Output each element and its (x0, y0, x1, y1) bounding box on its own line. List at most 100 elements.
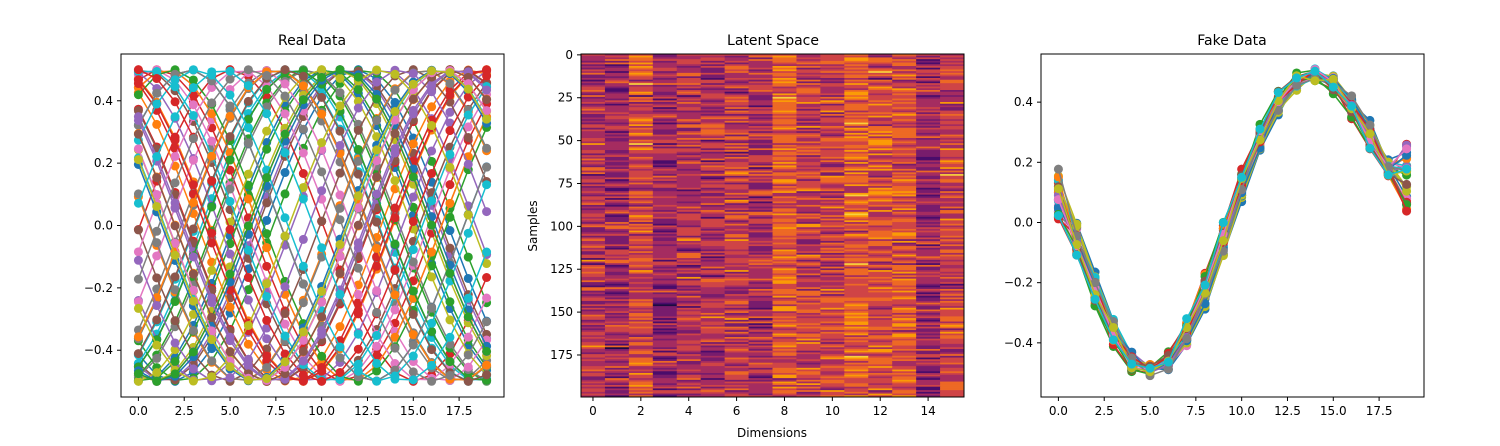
latent-cell (748, 319, 773, 323)
latent-cell (868, 67, 893, 70)
latent-cell (844, 390, 869, 393)
latent-cell (724, 360, 750, 364)
latent-cell (628, 359, 654, 362)
latent-cell (748, 343, 773, 347)
latent-cell (652, 194, 678, 197)
real-data-point (152, 152, 162, 162)
real-data-point (170, 238, 180, 248)
latent-cell (820, 184, 845, 187)
latent-cell (628, 95, 654, 98)
latent-cell (820, 187, 845, 190)
latent-cell (772, 324, 797, 328)
latent-cell (868, 95, 893, 98)
latent-cell (940, 390, 965, 393)
latent-cell (724, 282, 750, 285)
latent-cell (652, 244, 678, 247)
real-data-point (133, 129, 143, 139)
latent-cell (652, 182, 678, 185)
latent-cell (652, 110, 678, 113)
latent-cell (796, 90, 821, 93)
latent-cell (652, 54, 678, 57)
real-data-point (335, 140, 345, 150)
latent-cell (676, 252, 702, 256)
latent-cell (700, 307, 726, 311)
latent-cell (772, 230, 797, 233)
latent-cell (844, 156, 869, 160)
latent-cell (724, 254, 750, 257)
latent-cell (820, 330, 845, 333)
latent-cell (748, 156, 773, 160)
latent-cell (940, 151, 965, 154)
latent-cell (820, 371, 845, 374)
latent-cell (652, 206, 678, 209)
latent-cell (748, 182, 773, 185)
latent-cell (628, 88, 654, 91)
real-data-x-tick-label: 5.0 (220, 404, 239, 418)
latent-cell (916, 204, 941, 208)
real-data-x-tick-label: 7.5 (266, 404, 285, 418)
latent-cell (628, 100, 654, 103)
latent-cell (796, 254, 821, 257)
latent-cell (581, 150, 606, 153)
latent-cell (868, 240, 893, 244)
latent-cell (772, 336, 797, 340)
latent-cell (868, 184, 893, 187)
real-data-plot-area (133, 65, 492, 386)
latent-cell (940, 210, 965, 213)
latent-cell (724, 366, 750, 369)
latent-cell (676, 300, 702, 304)
latent-cell (916, 194, 941, 197)
latent-cell (796, 318, 821, 321)
latent-cell (820, 378, 845, 381)
real-data-point (353, 103, 363, 113)
real-data-point (408, 105, 418, 115)
latent-cell (581, 158, 606, 161)
latent-cell (844, 196, 869, 199)
latent-cell (772, 362, 797, 365)
latent-cell (628, 383, 654, 386)
real-data-point (335, 215, 345, 225)
latent-cell (724, 297, 750, 300)
latent-cell (604, 249, 630, 252)
latent-cell (772, 120, 797, 124)
latent-cell (604, 384, 630, 388)
latent-cell (916, 108, 941, 112)
latent-cell (796, 155, 821, 158)
latent-cell (796, 299, 821, 302)
latent-cell (868, 62, 893, 65)
latent-cell (844, 357, 869, 360)
latent-cell (581, 318, 606, 321)
latent-cell (748, 283, 773, 287)
latent-cell (916, 151, 941, 154)
latent-cell (796, 367, 821, 371)
latent-cell (581, 364, 606, 367)
latent-cell (676, 67, 702, 70)
latent-cell (604, 102, 630, 105)
latent-cell (652, 191, 678, 194)
latent-cell (604, 131, 630, 134)
latent-cell (724, 102, 750, 105)
latent-cell (581, 208, 606, 211)
latent-cell (604, 326, 630, 329)
latent-cell (748, 242, 773, 245)
latent-cell (652, 78, 678, 81)
latent-cell (604, 359, 630, 362)
latent-cell (940, 98, 965, 101)
real-data-point (298, 356, 308, 366)
latent-cell (581, 153, 606, 156)
latent-cell (700, 333, 726, 336)
latent-cell (604, 307, 630, 311)
latent-cell (940, 81, 965, 84)
latent-cell (604, 311, 630, 314)
latent-cell (652, 335, 678, 338)
latent-cell (748, 276, 773, 280)
latent-cell (724, 390, 750, 393)
latent-cell (652, 266, 678, 269)
latent-cell (628, 381, 654, 384)
latent-cell (700, 364, 726, 367)
latent-cell (868, 129, 893, 132)
latent-cell (796, 102, 821, 105)
latent-cell (700, 211, 726, 214)
latent-cell (916, 259, 941, 263)
latent-cell (796, 129, 821, 132)
